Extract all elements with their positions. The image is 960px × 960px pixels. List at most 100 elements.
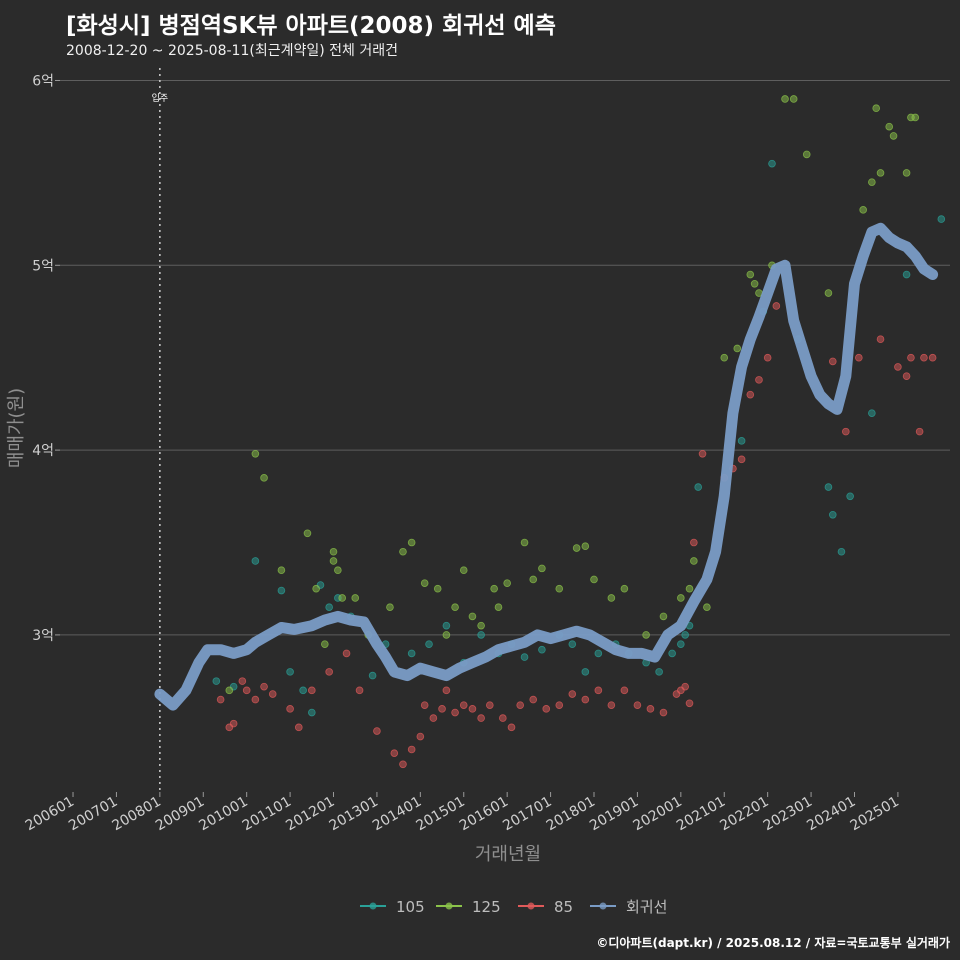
data-point-85 xyxy=(308,686,316,695)
data-point-125 xyxy=(581,542,590,551)
data-point-125 xyxy=(329,557,338,565)
data-point-85 xyxy=(842,427,850,436)
data-point-125 xyxy=(733,344,742,353)
data-point-85 xyxy=(920,353,928,362)
data-point-85 xyxy=(690,538,698,547)
data-point-105 xyxy=(846,492,854,501)
data-point-85 xyxy=(342,649,351,658)
data-point-125 xyxy=(572,544,581,552)
data-point-125 xyxy=(789,95,798,103)
data-point-125 xyxy=(824,289,833,297)
data-point-105 xyxy=(442,621,451,630)
data-point-85 xyxy=(373,727,381,735)
data-point-85 xyxy=(438,705,446,713)
data-point-85 xyxy=(251,695,260,704)
x-tick-label: 200901 xyxy=(153,794,207,835)
data-point-85 xyxy=(442,686,451,695)
data-point-105 xyxy=(655,668,663,676)
data-point-105 xyxy=(694,483,702,491)
x-tick-label: 202401 xyxy=(804,794,858,835)
x-tick-label: 201501 xyxy=(413,794,467,835)
data-point-125 xyxy=(902,169,911,177)
data-point-85 xyxy=(516,701,524,709)
data-point-105 xyxy=(937,215,946,223)
data-point-125 xyxy=(407,538,416,547)
data-point-85 xyxy=(555,701,564,709)
legend-swatch-dot xyxy=(445,902,453,910)
data-point-125 xyxy=(420,579,429,587)
x-tick-label: 201001 xyxy=(196,794,250,835)
x-tick-label: 201401 xyxy=(370,794,424,835)
data-point-125 xyxy=(690,557,698,565)
y-tick-label: 5억 xyxy=(32,258,54,274)
data-point-85 xyxy=(581,695,590,704)
data-point-125 xyxy=(251,449,260,458)
x-tick-label: 201101 xyxy=(240,794,294,835)
data-point-85 xyxy=(746,390,755,399)
data-point-105 xyxy=(737,437,746,445)
data-point-85 xyxy=(681,682,689,691)
data-point-85 xyxy=(507,723,516,732)
data-point-85 xyxy=(698,449,707,458)
data-point-105 xyxy=(824,483,833,491)
data-point-85 xyxy=(499,714,507,722)
data-point-85 xyxy=(399,760,407,769)
data-point-125 xyxy=(703,603,711,611)
x-tick-label: 201601 xyxy=(457,794,511,835)
data-point-125 xyxy=(477,621,485,630)
x-tick-label: 201701 xyxy=(500,794,554,835)
data-point-125 xyxy=(889,132,898,140)
data-point-125 xyxy=(781,95,789,103)
data-point-85 xyxy=(429,714,438,722)
data-point-85 xyxy=(915,427,924,436)
legend-swatch-dot xyxy=(599,902,607,910)
x-tick-label: 201201 xyxy=(283,794,337,835)
data-point-85 xyxy=(468,705,477,713)
data-point-85 xyxy=(894,363,902,371)
x-axis-title: 거래년월 xyxy=(475,844,541,865)
data-point-85 xyxy=(229,719,238,728)
x-tick-label: 202001 xyxy=(631,794,685,835)
data-point-125 xyxy=(503,579,511,587)
data-point-85 xyxy=(876,335,885,344)
data-point-105 xyxy=(581,668,590,676)
reference-line-label: 입주 xyxy=(152,92,169,104)
source-caption: ©디아파트(dapt.kr) / 2025.08.12 / 자료=국토교통부 실… xyxy=(596,936,950,950)
data-point-85 xyxy=(238,677,247,685)
data-point-85 xyxy=(216,695,225,704)
data-point-125 xyxy=(459,566,468,575)
data-point-105 xyxy=(477,631,485,639)
data-point-125 xyxy=(351,594,360,602)
data-point-85 xyxy=(529,695,538,704)
data-point-85 xyxy=(390,749,399,757)
data-point-125 xyxy=(399,547,407,556)
data-point-125 xyxy=(659,612,668,621)
data-point-105 xyxy=(286,668,294,676)
data-point-85 xyxy=(325,668,333,676)
data-point-105 xyxy=(681,631,689,639)
data-point-105 xyxy=(251,557,260,565)
data-point-125 xyxy=(746,270,755,279)
data-point-85 xyxy=(242,686,251,695)
data-point-125 xyxy=(802,150,811,159)
data-point-85 xyxy=(542,705,551,713)
data-point-85 xyxy=(907,353,915,362)
data-point-125 xyxy=(677,594,685,602)
grid-lines xyxy=(60,79,950,636)
chart-title: [화성시] 병점역SK뷰 아파트(2008) 회귀선 예측 xyxy=(66,13,556,39)
y-axis-ticks: 3억 4억 5억 6억 xyxy=(32,73,60,644)
data-point-125 xyxy=(720,353,729,362)
scatter-points xyxy=(212,95,946,769)
data-point-125 xyxy=(338,594,346,602)
data-point-125 xyxy=(451,603,459,611)
data-point-105 xyxy=(677,640,685,648)
data-point-85 xyxy=(416,732,425,741)
data-point-85 xyxy=(902,372,911,380)
data-point-85 xyxy=(772,302,781,310)
x-tick-label: 200701 xyxy=(66,794,120,835)
data-point-85 xyxy=(407,745,416,754)
data-point-85 xyxy=(486,701,494,709)
y-tick-label: 3억 xyxy=(32,628,54,644)
move-in-reference-line: 입주 xyxy=(152,68,169,792)
